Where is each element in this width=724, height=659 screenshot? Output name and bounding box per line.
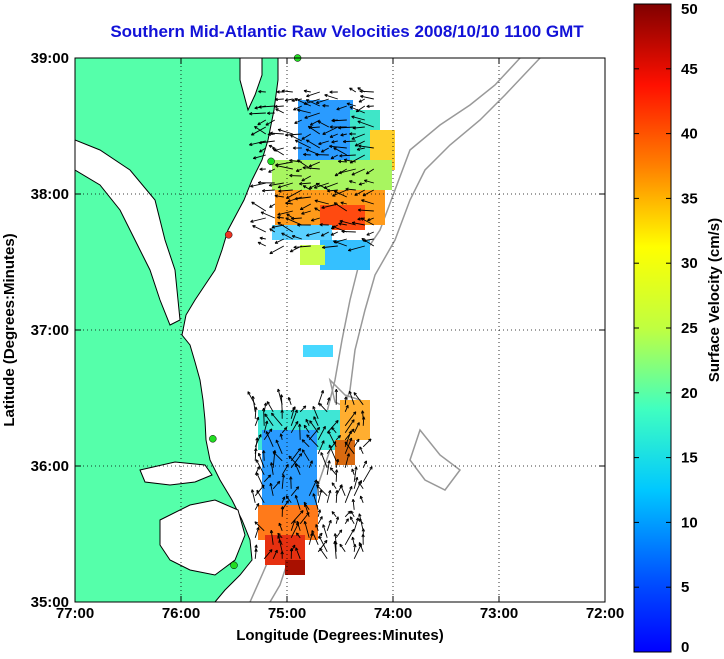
y-axis-label: Latitude (Degrees:Minutes) [1,233,18,426]
x-tick-label: 76:00 [162,605,200,622]
y-tick-label: 36:00 [31,458,69,475]
radar-site-marker [209,435,217,443]
albemarle-sound [139,461,213,486]
colorbar-tick-label: 0 [681,639,689,656]
delaware-bay [239,58,263,112]
y-tick-label: 39:00 [31,50,69,67]
x-axis-ticks: 77:00 76:00 75:00 74:00 73:00 72:00 [56,58,624,622]
x-tick-label: 74:00 [374,605,412,622]
x-tick-label: 72:00 [586,605,624,622]
colorbar-label: Surface Velocity (cm/s) [706,218,723,382]
map-grid [75,58,605,602]
colorbar-ticks: 0 5 10 15 20 25 30 35 40 45 50 [634,1,698,656]
x-axis-label: Longitude (Degrees:Minutes) [236,627,444,644]
colorbar-tick-label: 35 [681,190,698,207]
y-tick-label: 35:00 [31,594,69,611]
chesapeake-bay [75,139,181,326]
colorbar-tick-label: 25 [681,320,698,337]
colorbar-tick-label: 15 [681,450,698,467]
map-title: Southern Mid-Atlantic Raw Velocities 200… [110,22,584,41]
colorbar-tick-label: 40 [681,126,698,143]
colorbar-tick-label: 20 [681,385,698,402]
colorbar-tick-label: 50 [681,1,698,18]
radar-site-marker [224,231,233,239]
colorbar-tick-label: 45 [681,61,698,78]
colorbar-tick-label: 10 [681,514,698,531]
y-axis-ticks: 39:00 38:00 37:00 36:00 35:00 [31,50,605,611]
x-tick-label: 75:00 [268,605,306,622]
colorbar-tick-label: 5 [681,579,689,596]
y-tick-label: 38:00 [31,186,69,203]
y-tick-label: 37:00 [31,322,69,339]
radar-site-marker [230,561,238,570]
colorbar-tick-label: 30 [681,255,698,272]
x-tick-label: 77:00 [56,605,94,622]
x-tick-label: 73:00 [480,605,518,622]
colorbar [633,3,672,653]
radar-site-marker [267,157,275,166]
